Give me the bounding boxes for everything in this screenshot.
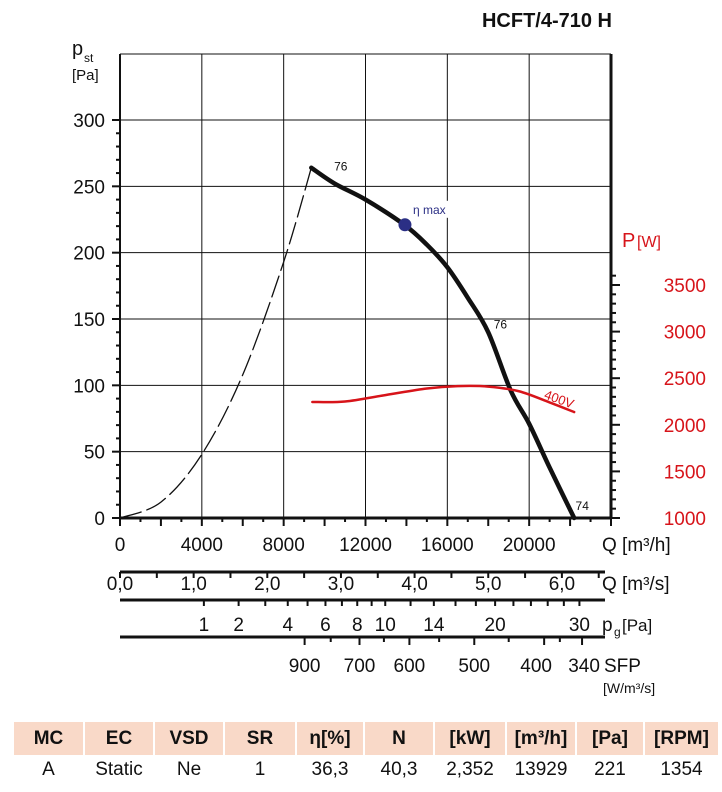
dynamic-pressure-unit: [Pa] xyxy=(622,616,652,635)
y2-axis-unit: [W] xyxy=(637,234,661,251)
dynamic-pressure-tick-label: 14 xyxy=(423,615,445,636)
header-pressure: [Pa] xyxy=(577,722,643,755)
sfp-tick-label: 900 xyxy=(289,656,321,677)
x-tick-label: 8000 xyxy=(263,535,305,556)
value-vsd: Ne xyxy=(176,759,202,780)
header-ec: EC xyxy=(85,722,153,755)
flow-m3s-unit: [m³/s] xyxy=(622,574,670,595)
power-curve-label: 400V xyxy=(542,387,576,412)
x-tick-label: 4000 xyxy=(181,535,223,556)
fan-curve-chart: HCFT/4-710 H0501001502002503001000150020… xyxy=(72,10,706,696)
y-axis-label: p xyxy=(72,38,83,60)
dynamic-pressure-tick-label: 10 xyxy=(375,615,396,636)
y-tick-label: 300 xyxy=(73,111,105,132)
header-kw: [kW] xyxy=(435,722,505,755)
dynamic-pressure-label-sub: g xyxy=(614,625,621,639)
sfp-unit: [W/m³/s] xyxy=(603,680,655,696)
y2-tick-label: 1500 xyxy=(664,462,706,483)
value-rpm: 1354 xyxy=(660,759,703,780)
flow-m3s-tick-label: 1,0 xyxy=(180,574,206,595)
x-tick-label: 16000 xyxy=(421,535,474,556)
flow-m3s-label: Q xyxy=(602,574,617,595)
sfp-tick-label: 400 xyxy=(520,656,552,677)
series-line-pressure-76 xyxy=(309,165,577,521)
curve-label: 76 xyxy=(334,159,348,173)
header-vsd: VSD xyxy=(155,722,223,755)
flow-m3s-tick-label: 6,0 xyxy=(549,574,575,595)
header-efficiency: η[%] xyxy=(297,722,363,755)
dynamic-pressure-tick-label: 4 xyxy=(282,615,293,636)
header-rpm: [RPM] xyxy=(645,722,718,755)
eta-max-label-bg xyxy=(408,200,457,218)
value-flow: 13929 xyxy=(514,759,568,780)
dynamic-pressure-tick-label: 20 xyxy=(485,615,506,636)
dynamic-pressure-tick-label: 1 xyxy=(199,615,210,636)
y-tick-label: 200 xyxy=(73,244,105,265)
table-header-row: MC EC VSD SR η[%] N [kW] [m³/h] [Pa] [RP… xyxy=(14,722,718,755)
eta-max-point xyxy=(398,218,412,232)
value-pressure: 221 xyxy=(594,759,626,780)
x-tick-label: 20000 xyxy=(503,535,556,556)
y-axis-unit: [Pa] xyxy=(72,67,99,84)
data-table: MC EC VSD SR η[%] N [kW] [m³/h] [Pa] [RP… xyxy=(14,722,718,785)
dynamic-pressure-tick-label: 8 xyxy=(352,615,363,636)
header-sr: SR xyxy=(225,722,295,755)
y2-tick-label: 1000 xyxy=(664,509,706,530)
y2-tick-label: 2000 xyxy=(664,416,706,437)
y-tick-label: 100 xyxy=(73,376,105,397)
header-n: N xyxy=(365,722,433,755)
y-tick-label: 150 xyxy=(73,310,105,331)
chart-title: HCFT/4-710 H xyxy=(482,10,612,32)
value-efficiency: 36,3 xyxy=(311,759,349,780)
series-line-power-400v xyxy=(311,384,576,414)
flow-m3s-tick-label: 5,0 xyxy=(475,574,501,595)
header-mc: MC xyxy=(14,722,83,755)
y2-tick-label: 3000 xyxy=(664,323,706,344)
y2-axis-label: P xyxy=(622,230,635,252)
eta-max-label: η max xyxy=(413,203,446,217)
sfp-tick-label: 600 xyxy=(394,656,426,677)
dynamic-pressure-tick-label: 30 xyxy=(569,615,590,636)
flow-m3s-tick-label: 4,0 xyxy=(401,574,427,595)
y-tick-label: 0 xyxy=(94,509,105,530)
x-tick-label: 0 xyxy=(115,535,126,556)
sfp-tick-label: 340 xyxy=(568,656,600,677)
y-tick-label: 250 xyxy=(73,177,105,198)
sfp-label: SFP xyxy=(604,656,641,677)
dynamic-pressure-tick-label: 6 xyxy=(320,615,331,636)
dynamic-pressure-label: p xyxy=(602,615,613,636)
value-ec: Static xyxy=(95,759,143,780)
series-line-system-curve xyxy=(119,167,312,519)
value-kw: 2,352 xyxy=(446,759,494,780)
x-axis-label: Q [m³/h] xyxy=(602,535,671,556)
flow-m3s-tick-label: 2,0 xyxy=(254,574,280,595)
y2-tick-label: 3500 xyxy=(664,276,706,297)
y2-tick-label: 2500 xyxy=(664,369,706,390)
curve-label: 76 xyxy=(494,317,508,331)
sfp-tick-label: 700 xyxy=(344,656,376,677)
table-data-row: A Static Ne 1 36,3 40,3 2,352 13929 221 … xyxy=(14,755,718,785)
x-tick-label: 12000 xyxy=(339,535,392,556)
y-tick-label: 50 xyxy=(84,443,105,464)
sfp-tick-label: 500 xyxy=(458,656,490,677)
dynamic-pressure-tick-label: 2 xyxy=(233,615,244,636)
y-axis-label-sub: st xyxy=(84,51,94,65)
curve-label: 74 xyxy=(576,499,590,513)
value-n: 40,3 xyxy=(380,759,418,780)
flow-m3s-tick-label: 0,0 xyxy=(107,574,133,595)
value-mc: A xyxy=(42,759,55,780)
header-flow: [m³/h] xyxy=(507,722,575,755)
flow-m3s-tick-label: 3,0 xyxy=(328,574,354,595)
value-sr: 1 xyxy=(254,759,266,780)
